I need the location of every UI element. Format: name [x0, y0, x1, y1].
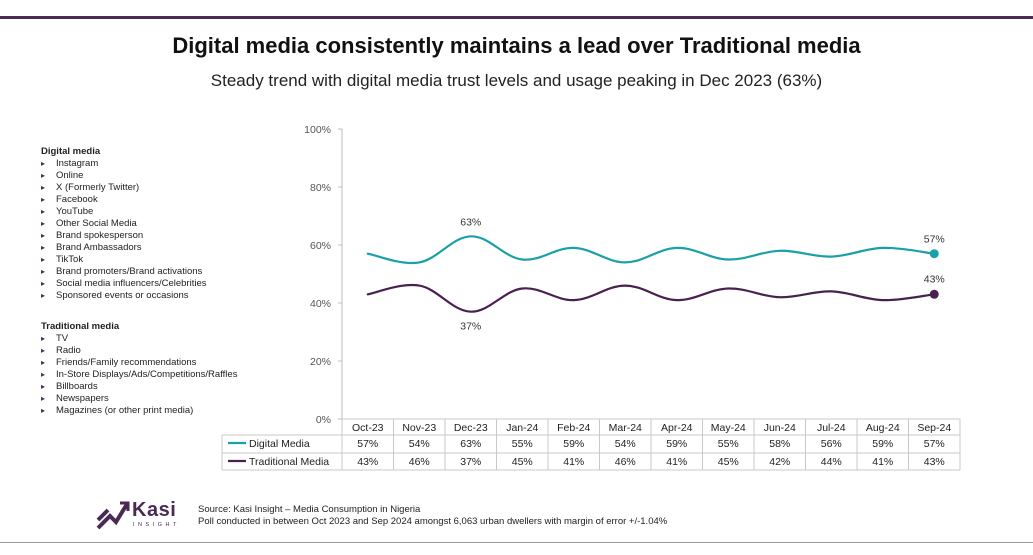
table-data-cell: 54% — [409, 438, 430, 450]
legend-series-label: Traditional Media — [249, 456, 329, 468]
traditional-media-item: Newspapers — [41, 393, 237, 405]
data-label: 57% — [924, 234, 945, 246]
traditional-media-item: Radio — [41, 345, 237, 357]
x-category-label: May-24 — [711, 422, 746, 434]
table-data-cell: 41% — [563, 456, 584, 468]
x-category-label: Apr-24 — [661, 422, 693, 434]
table-data-cell: 46% — [409, 456, 430, 468]
table-data-cell: 55% — [718, 438, 739, 450]
table-data-cell: 59% — [872, 438, 893, 450]
digital-media-item: Brand promoters/Brand activations — [41, 266, 207, 278]
legend-series-label: Digital Media — [249, 438, 310, 450]
table-data-cell: 37% — [460, 456, 481, 468]
digital-media-item: Facebook — [41, 194, 207, 206]
digital-media-legend: Digital media InstagramOnlineX (Formerly… — [41, 146, 207, 302]
digital-media-item: Social media influencers/Celebrities — [41, 278, 207, 290]
kasi-logo: Kasi INSIGHT — [96, 498, 176, 532]
traditional-media-item: Friends/Family recommendations — [41, 357, 237, 369]
end-point-marker — [929, 249, 939, 259]
traditional-media-list: TVRadioFriends/Family recommendationsIn-… — [41, 333, 237, 417]
table-data-cell: 55% — [512, 438, 533, 450]
table-data-cell: 59% — [563, 438, 584, 450]
x-category-label: Jul-24 — [817, 422, 846, 434]
table-data-cell: 41% — [872, 456, 893, 468]
x-category-label: Jun-24 — [764, 422, 796, 434]
x-category-label: Jan-24 — [506, 422, 538, 434]
digital-media-list: InstagramOnlineX (Formerly Twitter)Faceb… — [41, 158, 207, 302]
digital-media-item: Online — [41, 170, 207, 182]
data-label: 37% — [460, 321, 481, 333]
table-data-cell: 57% — [357, 438, 378, 450]
data-label: 43% — [924, 273, 945, 285]
end-point-marker — [929, 289, 939, 299]
table-data-cell: 58% — [769, 438, 790, 450]
traditional-media-legend: Traditional media TVRadioFriends/Family … — [41, 321, 237, 417]
x-category-label: Mar-24 — [609, 422, 642, 434]
table-data-cell: 54% — [615, 438, 636, 450]
table-data-cell: 45% — [512, 456, 533, 468]
digital-media-item: Sponsored events or occasions — [41, 290, 207, 302]
y-tick-label: 80% — [310, 182, 331, 194]
table-data-cell: 41% — [666, 456, 687, 468]
y-tick-label: 40% — [310, 298, 331, 310]
page-title: Digital media consistently maintains a l… — [172, 33, 861, 58]
table-data-cell: 56% — [821, 438, 842, 450]
traditional-media-item: In-Store Displays/Ads/Competitions/Raffl… — [41, 369, 237, 381]
y-tick-label: 20% — [310, 356, 331, 368]
table-data-cell: 43% — [357, 456, 378, 468]
table-data-cell: 43% — [924, 456, 945, 468]
x-category-label: Feb-24 — [557, 422, 590, 434]
table-data-cell: 59% — [666, 438, 687, 450]
x-category-label: Aug-24 — [866, 422, 900, 434]
traditional-media-item: TV — [41, 333, 237, 345]
traditional-media-heading: Traditional media — [41, 321, 120, 332]
logo-wordmark: Kasi — [132, 499, 177, 521]
source-note: Source: Kasi Insight – Media Consumption… — [198, 504, 667, 528]
table-data-cell: 44% — [821, 456, 842, 468]
x-category-label: Oct-23 — [352, 422, 384, 434]
digital-media-item: Brand spokesperson — [41, 230, 207, 242]
x-category-label: Sep-24 — [917, 422, 951, 434]
digital-media-item: Instagram — [41, 158, 207, 170]
traditional-media-item: Billboards — [41, 381, 237, 393]
traditional-media-item: Magazines (or other print media) — [41, 405, 237, 417]
table-data-cell: 45% — [718, 456, 739, 468]
source-line: Source: Kasi Insight – Media Consumption… — [198, 504, 421, 515]
page-subtitle: Steady trend with digital media trust le… — [210, 71, 823, 90]
digital-media-item: Brand Ambassadors — [41, 242, 207, 254]
digital-media-item: X (Formerly Twitter) — [41, 182, 207, 194]
table-data-cell: 42% — [769, 456, 790, 468]
table-data-cell: 46% — [615, 456, 636, 468]
y-tick-label: 100% — [304, 124, 331, 136]
digital-media-item: TikTok — [41, 254, 207, 266]
kasi-logo-mark-icon — [96, 501, 130, 530]
bottom-divider — [0, 542, 1033, 543]
traditional-media-line — [366, 283, 936, 313]
digital-media-item: YouTube — [41, 206, 207, 218]
digital-media-item: Other Social Media — [41, 218, 207, 230]
top-divider — [0, 16, 1033, 19]
y-tick-label: 0% — [316, 414, 331, 426]
x-category-label: Dec-23 — [454, 422, 488, 434]
table-data-cell: 63% — [460, 438, 481, 450]
y-tick-label: 60% — [310, 240, 331, 252]
data-label: 63% — [460, 216, 481, 228]
digital-media-heading: Digital media — [41, 146, 101, 157]
x-category-label: Nov-23 — [402, 422, 436, 434]
logo-subtext: INSIGHT — [133, 522, 180, 528]
methodology-line: Poll conducted in between Oct 2023 and S… — [198, 516, 668, 527]
table-data-cell: 57% — [924, 438, 945, 450]
digital-media-line — [366, 235, 936, 265]
